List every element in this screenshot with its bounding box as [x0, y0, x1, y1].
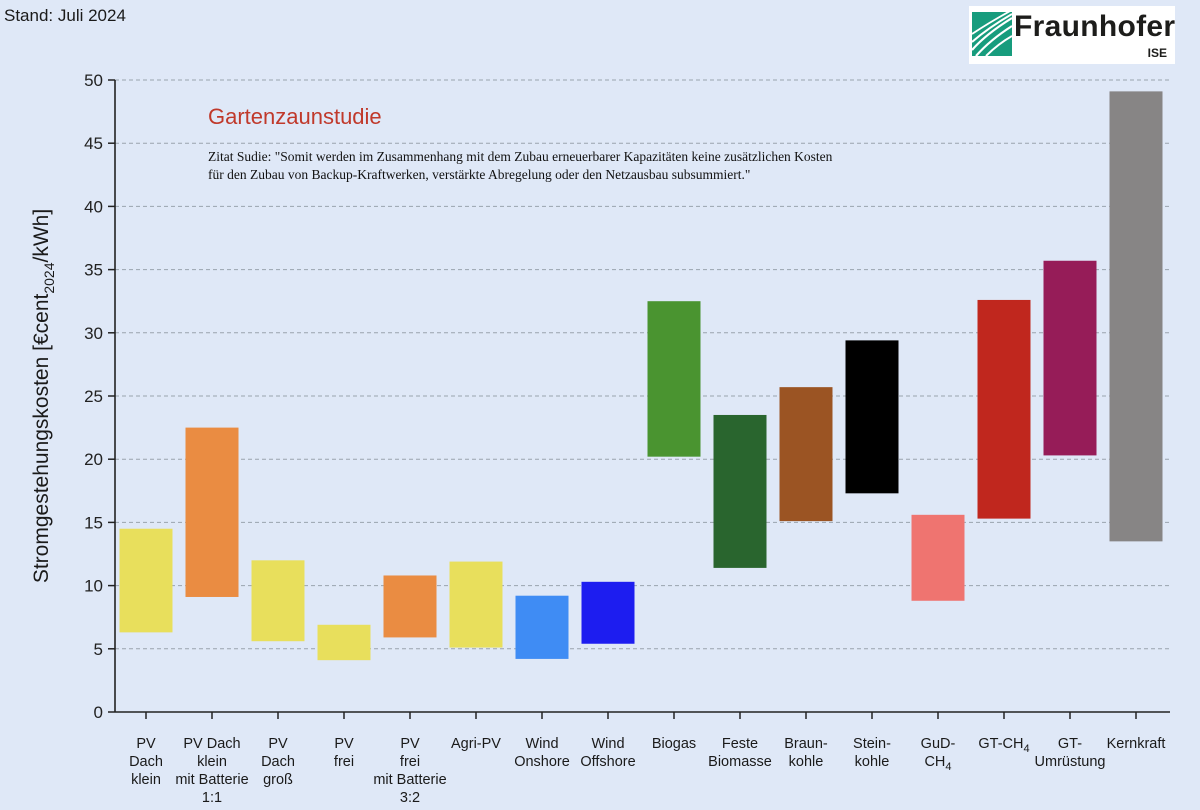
logo-name: Fraunhofer	[1014, 10, 1176, 43]
y-tick-label-45: 45	[84, 134, 103, 153]
bar-pv-dach-klein-mit-batterie-1-1	[185, 427, 239, 597]
y-tick-label-0: 0	[94, 703, 103, 722]
x-tick-label-8: Biogas	[652, 736, 696, 752]
x-tick-label-12: GuD-CH4	[921, 736, 956, 773]
bar-wind-offshore	[581, 581, 635, 644]
bar-gt-ch4	[977, 299, 1031, 519]
y-tick-labels: 0 5 10 15 20 25 30 35 40 45 50	[84, 71, 103, 722]
x-tick-label-10: Braun-kohle	[784, 736, 828, 770]
y-tick-label-15: 15	[84, 513, 103, 532]
x-tick-label-4: PV frei mit Batterie 3:2	[373, 736, 446, 806]
bar-agri-pv	[449, 561, 503, 648]
chart-quote-line-1: Zitat Sudie: "Somit werden im Zusammenha…	[208, 149, 833, 164]
bar-kernkraft	[1109, 91, 1163, 542]
x-tick-label-7: Wind Offshore	[580, 736, 635, 770]
y-tick-label-50: 50	[84, 71, 103, 90]
bar-braun-kohle	[779, 387, 833, 522]
x-tick-label-2: PV Dach groß	[261, 736, 295, 788]
fraunhofer-logo: Fraunhofer ISE	[969, 6, 1175, 64]
y-tick-label-35: 35	[84, 261, 103, 280]
x-tick-label-6: Wind Onshore	[514, 736, 570, 770]
y-axis-label: Stromgestehungskosten [€cent2024/kWh]	[30, 209, 57, 583]
bar-pv-dach-groß	[251, 560, 305, 642]
y-tick-label-10: 10	[84, 577, 103, 596]
x-tick-label-5: Agri-PV	[451, 736, 501, 752]
bar-pv-dach-klein	[119, 528, 173, 633]
x-tick-label-3: PV frei	[334, 736, 354, 770]
x-tick-label-0: PV Dach klein	[129, 736, 163, 788]
y-tick-label-5: 5	[94, 640, 103, 659]
chart-title: Gartenzaunstudie	[208, 104, 382, 129]
x-tick-label-14: GT-Umrüstung	[1035, 736, 1106, 770]
y-tick-label-20: 20	[84, 450, 103, 469]
bar-gud-ch4	[911, 514, 965, 601]
bar-pv-frei-mit-batterie-3-2	[383, 575, 437, 638]
y-tick-label-25: 25	[84, 387, 103, 406]
x-tick-label-9: Feste Biomasse	[708, 736, 772, 770]
bar-wind-onshore	[515, 595, 569, 659]
bars-layer	[119, 91, 1163, 661]
x-tick-label-11: Stein-kohle	[853, 736, 891, 770]
x-tick-label-13: GT-CH4	[978, 736, 1029, 755]
bar-pv-frei	[317, 624, 371, 661]
x-tick-label-15: Kernkraft	[1107, 736, 1166, 752]
bar-gt-umrüstung	[1043, 260, 1097, 456]
y-tick-label-30: 30	[84, 324, 103, 343]
bar-stein-kohle	[845, 340, 899, 494]
bar-biogas	[647, 301, 701, 457]
x-tick-label-1: PV Dach klein mit Batterie 1:1	[175, 736, 248, 806]
y-tick-label-40: 40	[84, 197, 103, 216]
axis-layer	[108, 79, 1170, 719]
logo-sub: ISE	[1147, 46, 1167, 60]
chart-quote-line-2: für den Zubau von Backup-Kraftwerken, ve…	[208, 167, 750, 182]
stand-date: Stand: Juli 2024	[4, 6, 126, 25]
bar-feste-biomasse	[713, 414, 767, 568]
fraunhofer-lines-icon	[972, 12, 1012, 56]
